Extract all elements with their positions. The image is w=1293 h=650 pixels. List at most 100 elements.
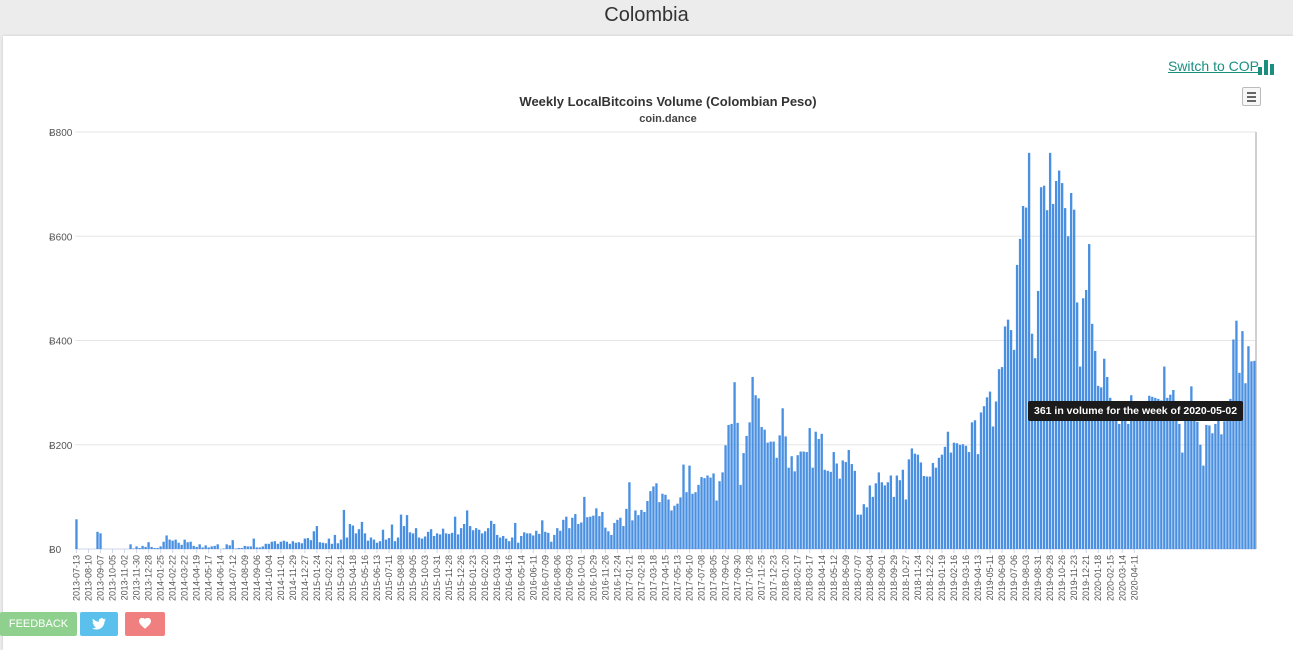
bar[interactable] <box>721 472 724 549</box>
bar[interactable] <box>237 547 240 549</box>
bar[interactable] <box>321 542 325 549</box>
bar[interactable] <box>1088 244 1091 549</box>
bar[interactable] <box>147 542 150 549</box>
bar[interactable] <box>201 547 204 549</box>
bar[interactable] <box>255 547 258 549</box>
bar[interactable] <box>655 483 658 549</box>
bar[interactable] <box>138 547 141 549</box>
bar[interactable] <box>676 503 679 549</box>
bar[interactable] <box>171 540 174 549</box>
bar[interactable] <box>490 520 493 549</box>
bar[interactable] <box>535 530 538 549</box>
bar[interactable] <box>417 537 421 549</box>
bar[interactable] <box>916 454 920 549</box>
bar[interactable] <box>1145 410 1148 549</box>
bar-chart-icon[interactable] <box>1258 60 1274 75</box>
bar[interactable] <box>766 442 769 549</box>
bar[interactable] <box>634 510 637 549</box>
bar[interactable] <box>499 537 502 549</box>
bar[interactable] <box>1178 423 1181 549</box>
bar[interactable] <box>841 460 844 549</box>
bar[interactable] <box>850 464 853 549</box>
bar[interactable] <box>1051 203 1055 549</box>
bar[interactable] <box>225 544 228 549</box>
bar[interactable] <box>562 519 565 549</box>
bar[interactable] <box>856 514 859 549</box>
bar[interactable] <box>378 541 382 549</box>
bar[interactable] <box>943 446 947 549</box>
bar[interactable] <box>165 535 168 549</box>
bar[interactable] <box>1253 360 1256 549</box>
bar[interactable] <box>985 397 989 549</box>
bar[interactable] <box>141 545 144 549</box>
bar[interactable] <box>565 516 568 549</box>
bar[interactable] <box>210 546 213 549</box>
bar[interactable] <box>1066 236 1070 549</box>
bar[interactable] <box>811 467 814 549</box>
bar[interactable] <box>559 530 562 549</box>
bar[interactable] <box>462 523 466 549</box>
bar[interactable] <box>276 543 279 549</box>
bar[interactable] <box>1118 423 1121 549</box>
bar[interactable] <box>520 535 523 549</box>
bar[interactable] <box>375 542 379 549</box>
bar[interactable] <box>652 486 655 549</box>
bar[interactable] <box>1048 152 1052 549</box>
bar[interactable] <box>838 478 841 549</box>
bar[interactable] <box>159 546 162 549</box>
bar[interactable] <box>901 469 905 549</box>
bar[interactable] <box>414 528 418 549</box>
bar[interactable] <box>1229 398 1232 549</box>
bar[interactable] <box>438 534 442 549</box>
bar[interactable] <box>934 467 938 549</box>
bar[interactable] <box>1039 187 1043 549</box>
bar[interactable] <box>216 544 219 549</box>
bar[interactable] <box>294 542 298 549</box>
bar[interactable] <box>399 514 403 549</box>
bar[interactable] <box>997 369 1001 549</box>
bar[interactable] <box>1024 207 1028 549</box>
bar[interactable] <box>643 511 646 549</box>
bar[interactable] <box>505 538 508 549</box>
bar[interactable] <box>426 531 430 549</box>
bar[interactable] <box>517 542 520 549</box>
bar[interactable] <box>931 462 935 549</box>
bar[interactable] <box>937 457 941 549</box>
bar[interactable] <box>544 531 547 549</box>
bar[interactable] <box>1181 452 1184 549</box>
bar[interactable] <box>949 452 953 549</box>
bar[interactable] <box>1196 421 1199 549</box>
bar[interactable] <box>471 530 475 549</box>
bar[interactable] <box>222 548 225 549</box>
bar[interactable] <box>529 533 532 549</box>
bar[interactable] <box>1214 423 1217 549</box>
bar[interactable] <box>1018 238 1022 550</box>
bar[interactable] <box>1241 331 1244 549</box>
bar[interactable] <box>396 537 400 549</box>
bar[interactable] <box>847 449 850 549</box>
bar[interactable] <box>772 441 775 549</box>
bar[interactable] <box>574 514 577 549</box>
bar[interactable] <box>946 431 950 549</box>
bar[interactable] <box>444 533 448 549</box>
bar[interactable] <box>474 528 478 549</box>
bar[interactable] <box>865 507 868 549</box>
bar[interactable] <box>189 541 192 549</box>
bar[interactable] <box>1136 410 1139 549</box>
bar[interactable] <box>1220 434 1223 549</box>
bar[interactable] <box>1142 403 1145 549</box>
bar[interactable] <box>724 445 727 549</box>
bar[interactable] <box>267 543 270 549</box>
bar[interactable] <box>330 543 334 549</box>
bar[interactable] <box>961 444 965 549</box>
bar[interactable] <box>372 539 376 549</box>
bar[interactable] <box>180 544 183 549</box>
bar[interactable] <box>1208 425 1211 549</box>
bar[interactable] <box>547 532 550 549</box>
bar[interactable] <box>369 537 373 549</box>
bar[interactable] <box>1151 396 1154 549</box>
bar[interactable] <box>1060 183 1064 549</box>
bar[interactable] <box>264 543 267 549</box>
bar[interactable] <box>730 423 733 549</box>
bar[interactable] <box>177 542 180 549</box>
